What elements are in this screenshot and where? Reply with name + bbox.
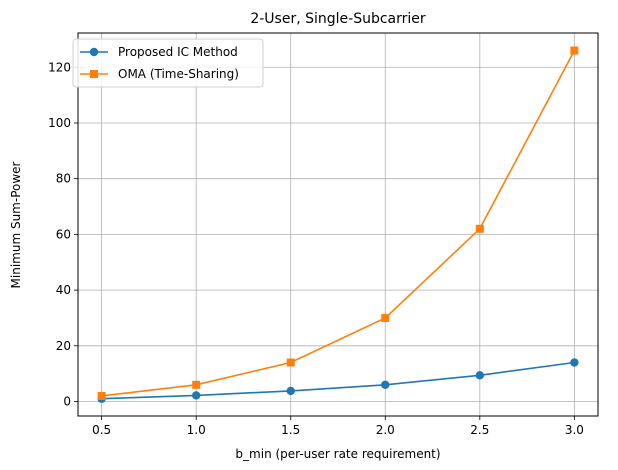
legend-box [72,38,264,88]
legend: Proposed IC Method OMA (Time-Sharing) [72,38,264,88]
data-point [381,380,390,390]
y-tick-label: 60 [56,227,71,241]
x-axis-label: b_min (per-user rate requirement) [235,447,440,461]
x-tick-label: 0.5 [92,423,111,437]
data-point [286,358,295,367]
legend-item: Proposed IC Method [80,45,238,59]
plot-frame [77,32,599,417]
x-tick-label: 1.5 [281,423,300,437]
data-point [191,391,201,400]
data-point [475,224,484,233]
y-axis-label: Minimum Sum-Power [9,161,23,288]
y-tick-label: 100 [48,116,71,130]
y-tick-label: 80 [56,172,71,186]
data-point [192,380,201,389]
legend-marker [89,47,99,57]
y-tick-label: 0 [63,395,71,409]
legend-label: Proposed IC Method [118,45,238,59]
data-point [286,386,295,396]
data-point [570,358,579,367]
legend-label: OMA (Time-Sharing) [118,67,239,81]
x-tick-label: 2.0 [376,423,395,437]
x-tick-label: 1.0 [187,423,206,437]
series-2 [97,46,579,400]
chart-title: 2-User, Single-Subcarrier [250,11,426,27]
x-tick-label: 3.0 [565,423,584,437]
data-point [97,391,106,400]
x-axis-ticks: 0.5 1.0 1.5 2.0 2.5 3.0 [92,416,584,437]
y-tick-label: 40 [56,283,71,297]
data-point [381,313,390,322]
series-1 [97,358,579,403]
grid [78,33,598,416]
legend-item: OMA (Time-Sharing) [80,67,239,81]
y-tick-label: 20 [56,339,71,353]
y-tick-label: 120 [48,60,71,74]
plot-series [97,46,579,403]
data-point [475,371,485,380]
x-tick-label: 2.5 [470,423,489,437]
legend-marker [90,70,98,78]
series-line [101,361,575,400]
y-axis-ticks: 0 20 40 60 80 100 120 [48,60,78,409]
series-line [101,50,576,397]
data-point [570,46,579,55]
